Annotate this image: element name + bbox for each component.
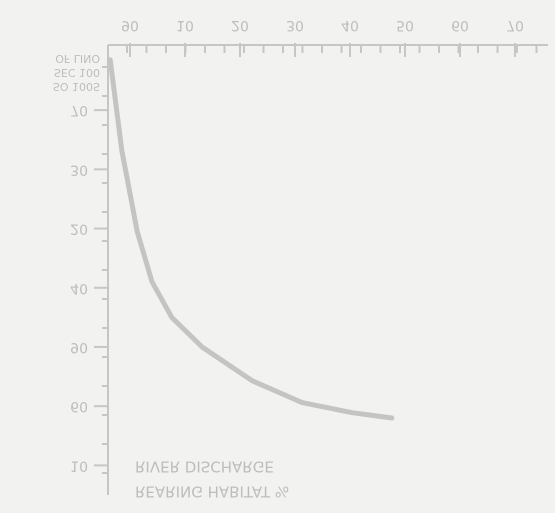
y-tick-label: 10 xyxy=(70,457,88,473)
x-tick-label: 20 xyxy=(231,17,249,33)
y-tick-label: 60 xyxy=(70,398,88,414)
y-tick-label: 40 xyxy=(70,280,88,296)
x-tick-label: 60 xyxy=(451,17,469,33)
annotation: RIVER DISCHARGE xyxy=(135,458,274,476)
y-tick-label: 90 xyxy=(70,339,88,355)
y-tick-label: 20 xyxy=(70,221,88,237)
x-tick-label: 10 xyxy=(176,17,194,33)
x-tick-label: 90 xyxy=(121,17,139,33)
corner-label: SO 100S xyxy=(53,80,100,93)
annotation: REARING HABITAT % xyxy=(135,483,289,501)
x-tick-label: 50 xyxy=(396,17,414,33)
x-tick-label: 30 xyxy=(286,17,304,33)
x-tick-label: 40 xyxy=(341,17,359,33)
data-line xyxy=(107,57,395,421)
corner-label: SEC 100 xyxy=(54,66,100,79)
corner-label: OF LINO xyxy=(55,52,100,65)
y-tick-label: 30 xyxy=(70,161,88,177)
y-tick-label: 70 xyxy=(70,102,88,118)
x-tick-label: 70 xyxy=(506,17,524,33)
